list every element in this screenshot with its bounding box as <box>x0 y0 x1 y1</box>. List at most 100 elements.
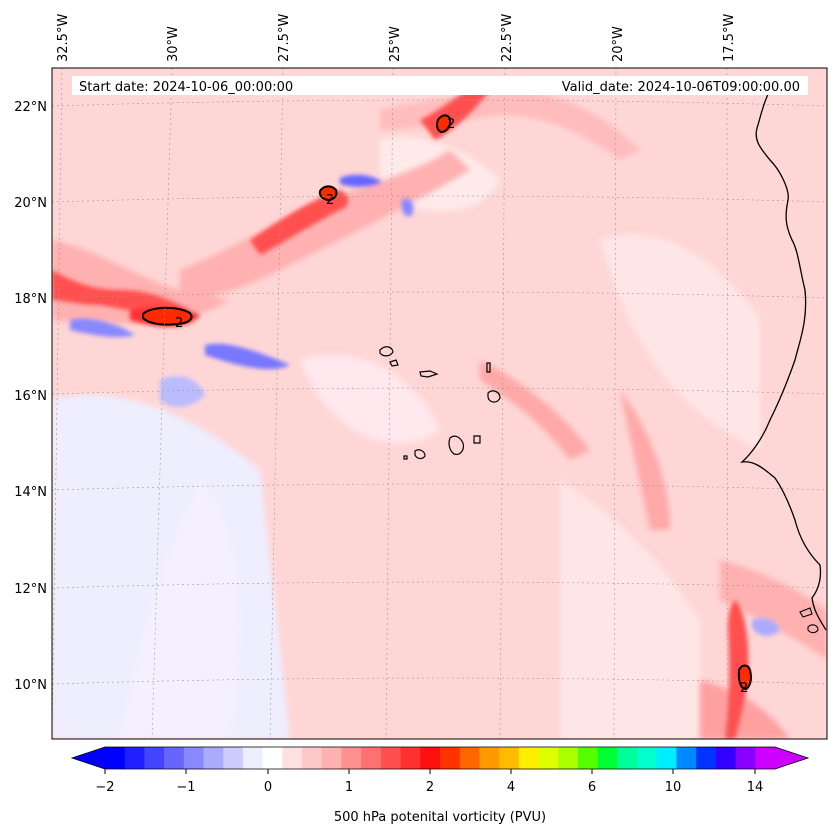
contour-north <box>436 114 452 134</box>
contour-west <box>142 306 193 326</box>
parallel-line <box>52 483 827 491</box>
colorbar-tick-label: 10 <box>665 780 682 795</box>
colorbar-segment <box>361 747 382 769</box>
colorbar-ticks <box>104 769 756 774</box>
pv-negative-southeast <box>752 618 780 636</box>
island-sao-vicente <box>389 359 399 367</box>
parallel-line <box>52 677 827 685</box>
island-sao-nicolau <box>419 370 439 378</box>
colorbar-segment <box>696 747 717 769</box>
lat-label: 22°N <box>14 100 47 115</box>
colorbar-segment <box>124 747 145 769</box>
date-label-bar <box>72 76 808 95</box>
colorbar-segment <box>459 747 480 769</box>
colorbar-segment <box>538 747 559 769</box>
lon-label: 22.5°W <box>500 14 515 62</box>
lat-label: 14°N <box>14 485 47 500</box>
colorbar-segment <box>183 747 205 769</box>
colorbar-label: 500 hPa potenital vorticity (PVU) <box>334 810 546 825</box>
colorbar-segment <box>735 747 756 769</box>
meridian-line <box>613 68 617 739</box>
pv-band-center <box>480 360 590 460</box>
valid-date-label: Valid_date: 2024-10-06T09:00:00.00 <box>562 80 800 95</box>
pv-band-east <box>620 390 670 530</box>
pv-band-southeast <box>720 560 827 660</box>
latitude-labels: 22°N 20°N 18°N 16°N 14°N 12°N 10°N <box>14 100 47 693</box>
colorbar-segment <box>242 747 264 769</box>
colorbar-segment <box>499 747 520 769</box>
colorbar-segment <box>420 747 441 769</box>
pv-max-northwest <box>250 190 349 255</box>
pv-light-regions <box>52 137 760 739</box>
colorbar: −2 −1 0 1 2 4 6 10 14 500 hPa potenital … <box>70 746 810 825</box>
cape-verde-islands <box>379 346 501 460</box>
parallel-line <box>52 581 827 589</box>
contour-label: 2 <box>740 681 748 696</box>
colorbar-segment <box>262 747 283 769</box>
parallel-line <box>52 387 827 395</box>
colorbar-segment <box>558 747 579 769</box>
colorbar-segment <box>380 747 402 769</box>
colorbar-extend-high <box>775 747 808 769</box>
lat-label: 18°N <box>14 292 47 307</box>
pv-region-light-s <box>120 480 240 739</box>
colorbar-segment <box>400 747 421 769</box>
map-panel: 2 2 2 2 <box>51 67 828 740</box>
colorbar-segment <box>617 747 638 769</box>
lon-label: 25°W <box>388 26 403 62</box>
parallel-line <box>52 99 827 107</box>
colorbar-segment <box>321 747 342 769</box>
colorbar-segment <box>164 747 185 769</box>
colorbar-tick-label: 6 <box>588 780 596 795</box>
island-fogo <box>414 449 426 460</box>
colorbar-tick-label: 4 <box>507 780 515 795</box>
lat-label: 20°N <box>14 196 47 211</box>
island-maio <box>473 435 481 444</box>
coastline-bijagos-islands <box>799 607 819 634</box>
meridian-line <box>151 68 173 739</box>
parallel-line <box>52 291 827 299</box>
island-santo-antao <box>379 346 394 357</box>
lat-label: 10°N <box>14 678 47 693</box>
colorbar-segment <box>577 747 599 769</box>
lon-label: 32.5°W <box>56 14 71 62</box>
pv-region-light-se <box>560 480 700 739</box>
colorbar-extend-low <box>72 747 105 769</box>
pv-max-southeast <box>725 600 749 739</box>
pv-region-light-c <box>300 354 440 444</box>
island-boa-vista <box>487 390 501 403</box>
start-date-label: Start date: 2024-10-06_00:00:00 <box>79 80 293 95</box>
colorbar-segment <box>479 747 500 769</box>
contour-label: 2 <box>447 117 455 132</box>
colorbar-segment <box>223 747 244 769</box>
colorbar-tick-label: 1 <box>345 780 353 795</box>
colorbar-segment <box>144 747 165 769</box>
contour-label: 2 <box>326 193 334 208</box>
pv-negative-north-small <box>401 198 414 217</box>
lon-label: 27.5°W <box>277 14 292 62</box>
pv-negative-regions <box>70 174 780 636</box>
coastline-west-africa <box>739 89 827 631</box>
pv-field: 2 2 2 2 <box>52 68 827 739</box>
longitude-labels: 32.5°W 30°W 27.5°W 25°W 22.5°W 20°W 17.5… <box>56 14 737 62</box>
pv-band-northwest <box>180 150 470 300</box>
colorbar-tick-label: −1 <box>176 780 195 795</box>
meridian-line <box>726 68 729 739</box>
colorbar-tick-label: 0 <box>264 780 272 795</box>
contour-label: 2 <box>175 316 183 331</box>
lon-label: 17.5°W <box>722 14 737 62</box>
pv-negative-southwest <box>160 375 205 407</box>
lat-label: 16°N <box>14 389 47 404</box>
colorbar-segment <box>656 747 677 769</box>
contour-labels: 2 2 2 2 <box>175 117 748 696</box>
colorbar-tick-label: 14 <box>747 780 764 795</box>
pv-negative-north <box>340 174 382 187</box>
colorbar-segment <box>637 747 658 769</box>
pv-region-light-e <box>600 234 760 450</box>
colorbar-segment <box>597 747 618 769</box>
contour-southeast <box>737 664 752 691</box>
pv-max-west <box>52 270 190 315</box>
colorbar-tick-labels: −2 −1 0 1 2 4 6 10 14 <box>95 780 763 795</box>
lon-label: 30°W <box>166 26 181 62</box>
